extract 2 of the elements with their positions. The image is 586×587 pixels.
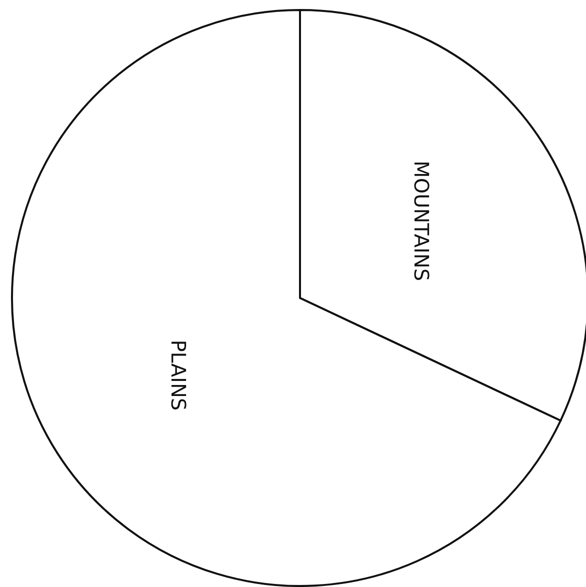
slice-label: MOUNTAINS: [410, 160, 434, 282]
slice-label: PLAINS: [166, 340, 190, 411]
